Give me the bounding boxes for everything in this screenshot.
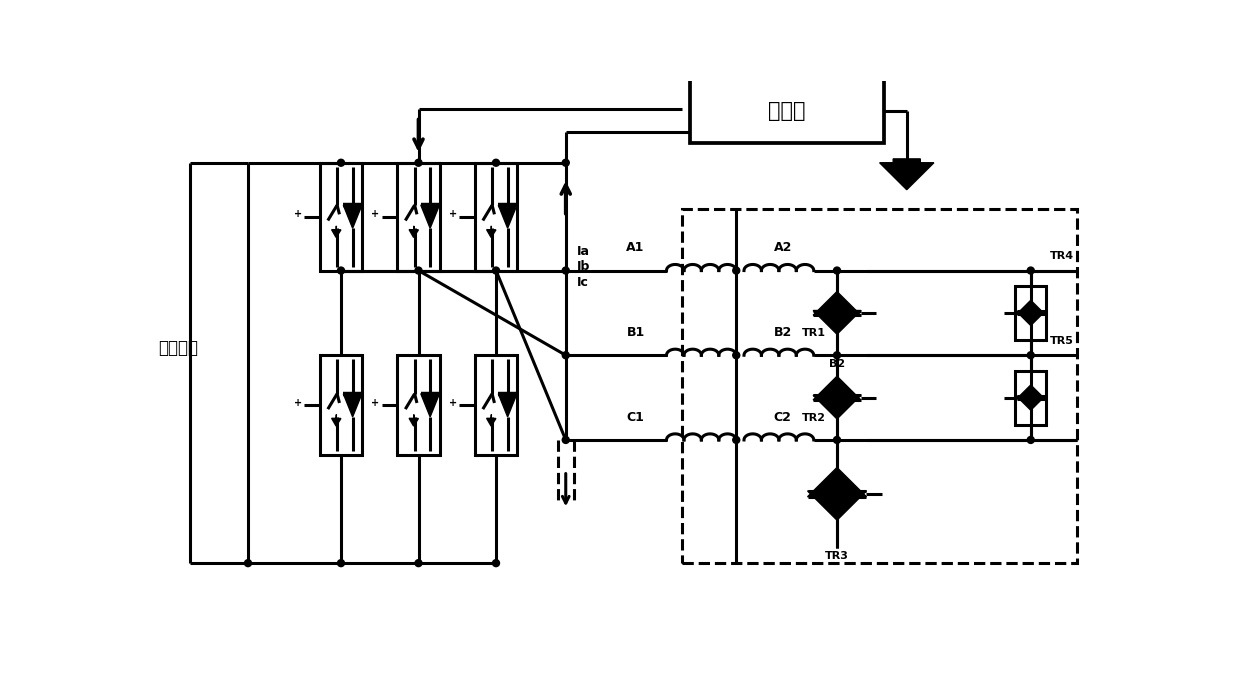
Circle shape [733, 437, 740, 443]
Text: TR5: TR5 [1050, 336, 1074, 345]
Circle shape [492, 160, 500, 166]
Polygon shape [1017, 396, 1045, 410]
Circle shape [1027, 437, 1034, 443]
Text: B2: B2 [828, 359, 846, 369]
Bar [397, 356, 440, 456]
Text: C1: C1 [626, 411, 645, 424]
Polygon shape [813, 377, 861, 400]
FancyArrow shape [486, 226, 496, 237]
Circle shape [562, 160, 569, 166]
Circle shape [337, 560, 345, 566]
Bar [1016, 370, 1047, 425]
Text: A2: A2 [774, 241, 792, 254]
Circle shape [415, 267, 422, 274]
Polygon shape [813, 395, 861, 419]
Polygon shape [498, 205, 517, 228]
FancyArrow shape [486, 414, 496, 426]
Circle shape [1027, 352, 1034, 359]
Text: Ib: Ib [578, 260, 590, 273]
Circle shape [415, 160, 422, 166]
Circle shape [337, 160, 345, 166]
Polygon shape [807, 491, 867, 520]
FancyArrow shape [331, 226, 341, 237]
Polygon shape [1017, 300, 1045, 314]
Circle shape [733, 267, 740, 274]
Text: 直流母线: 直流母线 [159, 339, 198, 356]
Circle shape [244, 560, 252, 566]
Bar [320, 356, 362, 456]
Text: +: + [294, 398, 303, 408]
Polygon shape [420, 205, 439, 228]
Text: B1: B1 [626, 326, 645, 339]
Polygon shape [1017, 312, 1045, 326]
Polygon shape [420, 393, 439, 417]
Text: +: + [372, 210, 379, 219]
Bar [689, 78, 883, 143]
Bar [320, 163, 362, 270]
Text: +: + [449, 398, 458, 408]
Text: +: + [449, 210, 458, 219]
Text: TR4: TR4 [1050, 251, 1074, 261]
Circle shape [415, 560, 422, 566]
Text: Ic: Ic [578, 276, 589, 289]
Circle shape [733, 352, 740, 359]
Polygon shape [343, 205, 362, 228]
Circle shape [562, 437, 569, 443]
Text: B2: B2 [774, 326, 792, 339]
Polygon shape [1017, 385, 1045, 399]
FancyArrow shape [879, 159, 934, 190]
Circle shape [833, 352, 841, 359]
Circle shape [833, 267, 841, 274]
Text: C2: C2 [774, 411, 791, 424]
FancyArrow shape [409, 414, 418, 426]
Bar [475, 356, 517, 456]
Circle shape [833, 437, 841, 443]
Text: 控制器: 控制器 [768, 101, 805, 121]
FancyArrow shape [331, 414, 341, 426]
Polygon shape [498, 393, 517, 417]
Bar [1016, 286, 1047, 340]
Text: TR3: TR3 [825, 552, 849, 561]
Circle shape [1027, 267, 1034, 274]
Circle shape [562, 267, 569, 274]
FancyArrow shape [409, 226, 418, 237]
Circle shape [492, 267, 500, 274]
Text: TR1: TR1 [802, 328, 826, 338]
Text: +: + [294, 210, 303, 219]
Polygon shape [343, 393, 362, 417]
Bar [475, 163, 517, 270]
Polygon shape [807, 468, 867, 497]
Text: TR2: TR2 [802, 412, 826, 422]
Circle shape [562, 352, 569, 359]
Polygon shape [813, 310, 861, 334]
Text: +: + [372, 398, 379, 408]
Circle shape [492, 560, 500, 566]
Polygon shape [813, 291, 861, 315]
Bar [682, 209, 1078, 563]
Text: A1: A1 [626, 241, 645, 254]
Text: Ia: Ia [578, 245, 590, 258]
Circle shape [337, 267, 345, 274]
Bar [397, 163, 440, 270]
